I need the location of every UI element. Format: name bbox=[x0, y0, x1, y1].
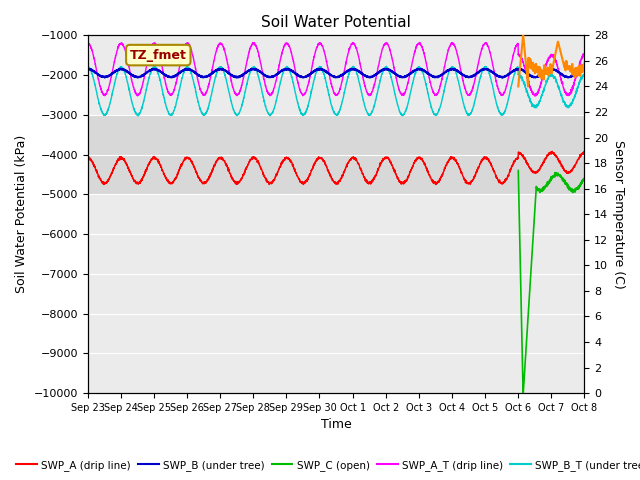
X-axis label: Time: Time bbox=[321, 419, 351, 432]
Legend: SWP_A (drip line), SWP_B (under tree), SWP_C (open), SWP_A_T (drip line), SWP_B_: SWP_A (drip line), SWP_B (under tree), S… bbox=[12, 456, 640, 475]
Title: Soil Water Potential: Soil Water Potential bbox=[261, 15, 411, 30]
Text: TZ_fmet: TZ_fmet bbox=[130, 48, 187, 61]
Y-axis label: Soil Water Potential (kPa): Soil Water Potential (kPa) bbox=[15, 135, 28, 293]
Bar bbox=[88, 115, 584, 194]
Y-axis label: Sensor Temperature (C): Sensor Temperature (C) bbox=[612, 140, 625, 288]
Bar bbox=[88, 194, 584, 393]
Bar bbox=[88, 36, 584, 115]
